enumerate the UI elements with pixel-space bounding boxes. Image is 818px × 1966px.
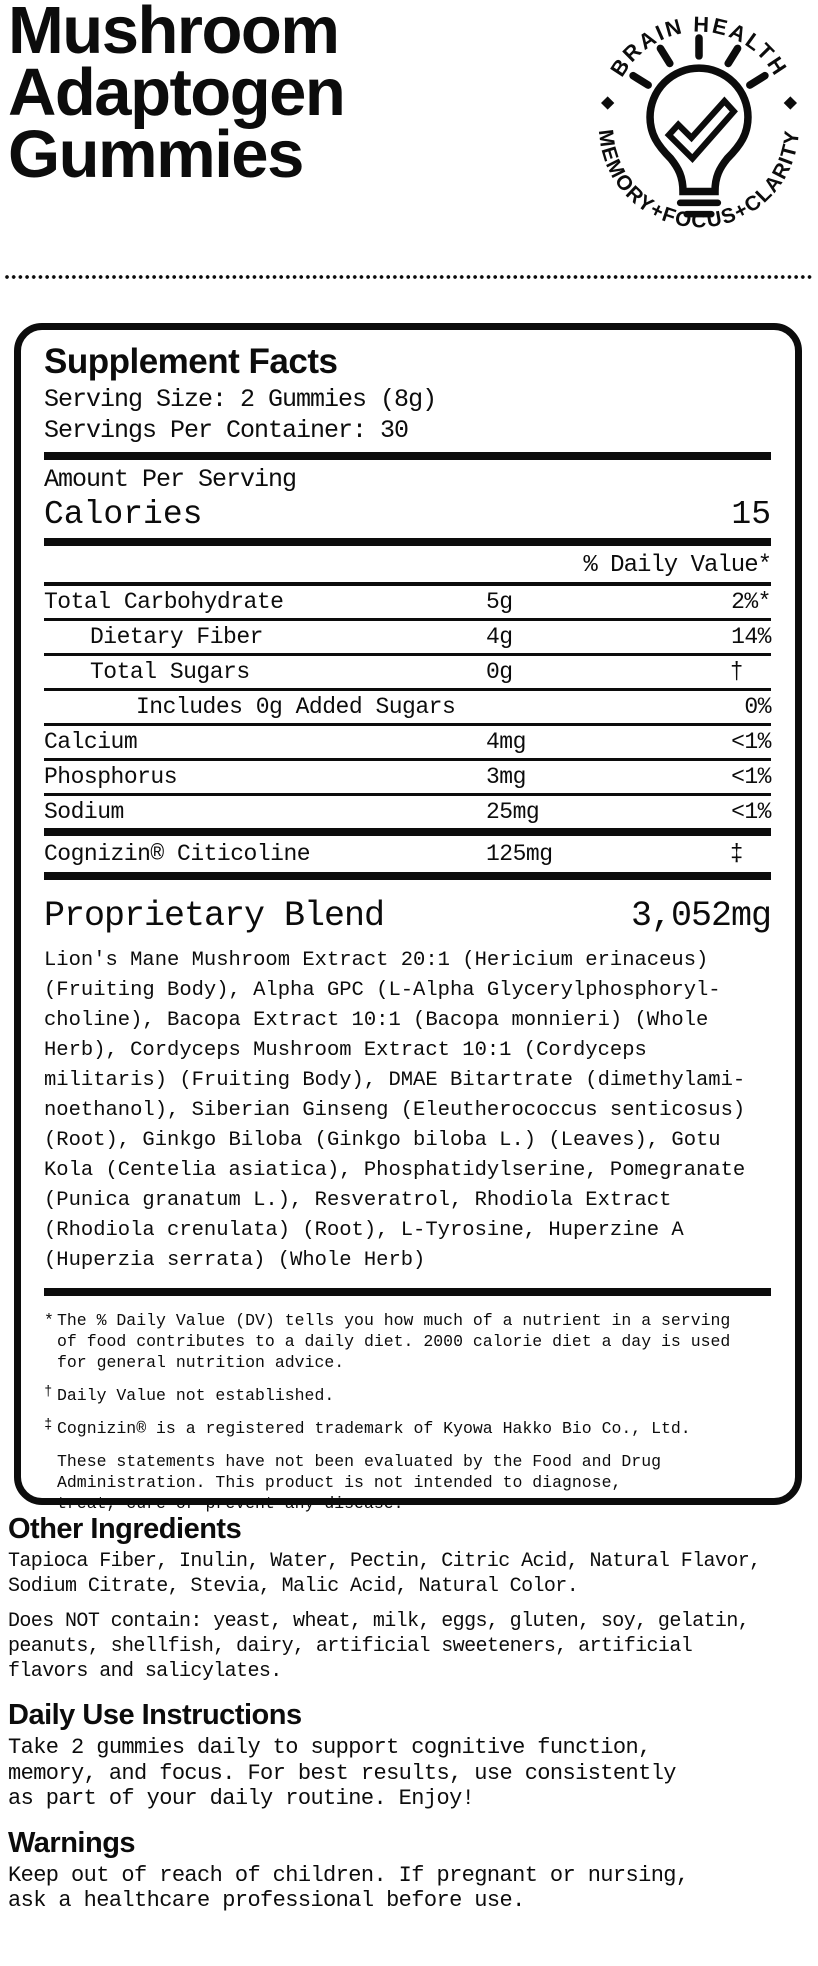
footnote: ‡ Cognizin® is a registered trademark of…: [44, 1417, 771, 1439]
nutrient-dv: 2%*: [731, 589, 771, 615]
nutrient-dv: <1%: [731, 799, 771, 825]
footnote: † Daily Value not established.: [44, 1384, 771, 1406]
table-row: Dietary Fiber 4g 14%: [44, 621, 771, 656]
footnote-marker: †: [44, 1384, 53, 1400]
nutrient-name: Calcium: [44, 729, 138, 755]
nutrient-name: Includes 0g Added Sugars: [136, 694, 456, 720]
nutrient-amount: 4mg: [486, 729, 526, 755]
bottom-sections: Other Ingredients Tapioca Fiber, Inulin,…: [8, 1511, 814, 1922]
table-row: Total Sugars 0g †: [44, 656, 771, 691]
nutrient-name: Sodium: [44, 799, 124, 825]
nutrient-name: Total Carbohydrate: [44, 589, 284, 615]
nutrient-amount: 0g: [486, 659, 513, 685]
table-row: Total Carbohydrate 5g 2%*: [44, 586, 771, 621]
servings-per-container: Servings Per Container: 30: [44, 416, 409, 445]
footnote-text: These statements have not been evaluated…: [57, 1452, 661, 1513]
footnote-marker: *: [44, 1311, 54, 1330]
proprietary-blend-row: Proprietary Blend 3,052mg: [44, 894, 772, 938]
nutrient-name: Total Sugars: [90, 659, 250, 685]
thick-rule: [44, 452, 771, 460]
other-ingredients-text: Tapioca Fiber, Inulin, Water, Pectin, Ci…: [8, 1550, 761, 1598]
footnote-text: Daily Value not established.: [57, 1386, 335, 1405]
thick-rule: [44, 1288, 771, 1296]
supplement-facts-heading: Supplement Facts: [44, 342, 338, 381]
daily-use-text: Take 2 gummies daily to support cognitiv…: [8, 1735, 677, 1811]
table-row: Cognizin® Citicoline 125mg ‡: [44, 836, 771, 880]
nutrient-dv: <1%: [731, 729, 771, 755]
nutrient-dv: ‡: [729, 841, 744, 867]
other-ingredients-heading: Other Ingredients: [8, 1513, 242, 1545]
footnote: * The % Daily Value (DV) tells you how m…: [44, 1310, 771, 1373]
footnote: These statements have not been evaluated…: [44, 1451, 771, 1514]
calories-row: Calories 15: [44, 495, 771, 535]
table-row: Calcium 4mg <1%: [44, 726, 771, 761]
proprietary-blend-description: Lion's Mane Mushroom Extract 20:1 (Heric…: [44, 949, 746, 1272]
warnings-heading: Warnings: [8, 1826, 136, 1859]
calories-value: 15: [731, 496, 771, 533]
calories-label: Calories: [44, 496, 203, 533]
footnotes: * The % Daily Value (DV) tells you how m…: [44, 1310, 771, 1514]
daily-use-heading: Daily Use Instructions: [8, 1699, 302, 1731]
footnote-marker: ‡: [44, 1417, 53, 1433]
nutrient-name: Cognizin® Citicoline: [44, 841, 311, 867]
nutrient-name: Phosphorus: [44, 764, 178, 790]
nutrient-dv: †: [729, 659, 744, 685]
nutrient-dv: 0%: [744, 694, 771, 720]
nutrient-amount: 4g: [486, 624, 513, 650]
nutrient-amount: 3mg: [486, 764, 526, 790]
nutrient-amount: 125mg: [486, 841, 553, 867]
supplement-facts-panel: Supplement Facts Serving Size: 2 Gummies…: [14, 323, 802, 1513]
warnings-text: Keep out of reach of children. If pregna…: [8, 1862, 689, 1914]
badge-diamond-icon: [600, 96, 798, 110]
proprietary-blend-amount: 3,052mg: [630, 896, 772, 936]
lightbulb-check-icon: [629, 34, 769, 218]
footnote-text: The % Daily Value (DV) tells you how muc…: [57, 1311, 731, 1372]
nutrient-amount: 5g: [486, 589, 513, 615]
product-title: Mushroom Adaptogen Gummies: [8, 0, 346, 192]
amount-per-serving-label: Amount Per Serving: [44, 465, 297, 494]
nutrient-dv: <1%: [731, 764, 771, 790]
does-not-contain-text: Does NOT contain: yeast, wheat, milk, eg…: [8, 1610, 750, 1683]
daily-value-header: % Daily Value*: [44, 550, 772, 586]
brain-health-badge: BRAIN HEALTH MEMORY+FOCUS+CLARITY: [594, 11, 803, 232]
nutrient-dv: 14%: [731, 624, 771, 650]
proprietary-blend-label: Proprietary Blend: [44, 896, 385, 936]
footnote-marker: [44, 1448, 57, 1511]
serving-size: Serving Size: 2 Gummies (8g): [44, 385, 437, 414]
nutrient-amount: 25mg: [486, 799, 540, 825]
thick-rule: [44, 538, 771, 546]
dotted-divider: [4, 274, 814, 280]
nutrient-name: Dietary Fiber: [90, 624, 263, 650]
footnote-text: Cognizin® is a registered trademark of K…: [57, 1419, 691, 1438]
table-row: Sodium 25mg <1%: [44, 796, 771, 836]
table-row: Phosphorus 3mg <1%: [44, 761, 771, 796]
table-row: Includes 0g Added Sugars 0%: [44, 691, 771, 726]
